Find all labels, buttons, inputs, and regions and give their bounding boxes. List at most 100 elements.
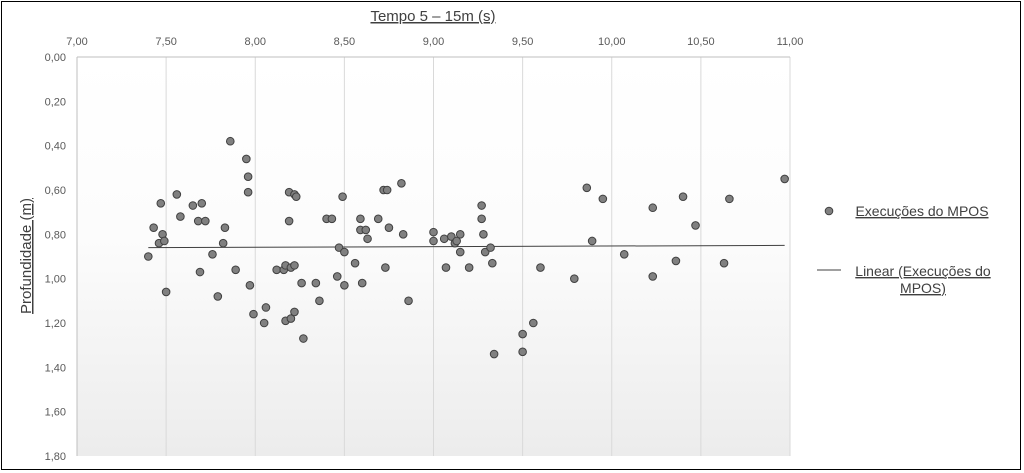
data-point bbox=[398, 230, 408, 239]
x-tick-labels: 7,00 7,50 8,00 8,50 9,00 9,50 10,00 10,50 11,00 bbox=[66, 36, 803, 48]
data-point bbox=[455, 247, 465, 257]
trendline bbox=[148, 244, 785, 249]
legend-label-linear: Linear (Execuções do MPOS) bbox=[855, 263, 991, 296]
data-point bbox=[284, 216, 294, 226]
data-point bbox=[678, 192, 688, 201]
data-point bbox=[340, 247, 349, 257]
data-point bbox=[291, 192, 301, 201]
data-point bbox=[488, 258, 497, 268]
data-point bbox=[361, 225, 371, 235]
data-point bbox=[218, 238, 228, 248]
data-point bbox=[225, 136, 235, 146]
data-point bbox=[220, 223, 230, 232]
data-point bbox=[479, 230, 488, 239]
data-point bbox=[144, 252, 153, 261]
y-tick-label: 0,00 bbox=[45, 52, 66, 64]
data-point bbox=[340, 281, 349, 290]
data-point bbox=[243, 187, 253, 197]
data-point bbox=[356, 214, 365, 224]
data-point bbox=[338, 192, 347, 201]
data-point bbox=[286, 314, 296, 323]
x-tick-label: 7,50 bbox=[155, 36, 176, 48]
data-point bbox=[719, 258, 729, 268]
data-point bbox=[272, 265, 281, 275]
data-point bbox=[208, 249, 217, 259]
data-point bbox=[518, 347, 527, 357]
data-point bbox=[536, 263, 545, 272]
data-point bbox=[195, 267, 205, 277]
data-point bbox=[315, 296, 324, 306]
data-point bbox=[327, 214, 337, 224]
data-point bbox=[231, 265, 240, 275]
data-point bbox=[529, 318, 538, 328]
legend-marker-scatter bbox=[824, 206, 834, 216]
data-point bbox=[172, 190, 182, 199]
y-tick-labels: 0,00 0,20 0,40 0,60 0,80 1,00 1,20 1,40 1,60 1,80 bbox=[45, 52, 66, 463]
data-point bbox=[160, 236, 169, 246]
data-point bbox=[570, 274, 579, 283]
data-point bbox=[452, 236, 461, 246]
data-point bbox=[648, 203, 658, 213]
x-tick-label: 8,00 bbox=[245, 36, 266, 48]
data-point bbox=[384, 223, 394, 232]
data-point bbox=[259, 318, 269, 328]
data-point bbox=[381, 263, 390, 272]
data-point bbox=[780, 174, 789, 184]
data-point bbox=[249, 309, 258, 319]
y-axis-title: Profundidade (m) bbox=[18, 198, 35, 314]
x-tick-label: 8,50 bbox=[334, 36, 355, 48]
data-point bbox=[290, 307, 299, 317]
legend: Execuções do MPOS Linear (Execuções do MP… bbox=[817, 203, 991, 296]
data-point bbox=[455, 230, 465, 239]
data-point bbox=[671, 256, 681, 266]
data-point bbox=[332, 272, 342, 281]
data-point bbox=[290, 261, 299, 270]
data-point bbox=[299, 334, 308, 343]
data-point bbox=[429, 227, 438, 237]
data-point bbox=[587, 236, 597, 246]
data-point bbox=[245, 281, 255, 290]
y-tick-label: 1,60 bbox=[45, 407, 66, 419]
data-point bbox=[188, 201, 198, 210]
x-axis-title: Tempo 5 – 15m (s) bbox=[370, 8, 495, 25]
y-tick-label: 1,00 bbox=[45, 274, 66, 286]
data-point bbox=[176, 212, 185, 221]
y-tick-label: 1,80 bbox=[45, 451, 66, 463]
data-point bbox=[619, 249, 629, 259]
data-point bbox=[161, 287, 171, 297]
data-point bbox=[439, 234, 449, 244]
data-point bbox=[350, 258, 360, 268]
x-tick-label: 7,00 bbox=[66, 36, 87, 48]
data-point bbox=[242, 154, 251, 164]
data-point bbox=[477, 201, 486, 210]
data-point bbox=[404, 296, 413, 306]
data-point bbox=[691, 221, 700, 230]
data-point bbox=[261, 303, 271, 312]
x-tick-label: 10,00 bbox=[598, 36, 626, 48]
y-tick-label: 0,60 bbox=[45, 185, 66, 197]
data-point bbox=[201, 216, 210, 226]
axes bbox=[76, 56, 790, 456]
x-tick-label: 11,00 bbox=[777, 36, 804, 48]
data-point bbox=[156, 199, 166, 208]
data-point bbox=[582, 183, 592, 193]
legend-label-scatter: Execuções do MPOS bbox=[855, 203, 988, 219]
data-point bbox=[149, 223, 158, 232]
data-point bbox=[518, 329, 527, 339]
data-point bbox=[489, 349, 499, 359]
data-point bbox=[213, 292, 223, 301]
data-point bbox=[648, 272, 658, 281]
y-tick-label: 1,40 bbox=[45, 362, 66, 374]
data-point bbox=[725, 194, 734, 204]
data-point bbox=[598, 194, 608, 204]
data-point bbox=[373, 214, 383, 224]
data-points bbox=[144, 136, 789, 359]
data-point bbox=[363, 234, 372, 244]
data-point bbox=[311, 278, 321, 288]
x-tick-label: 10,50 bbox=[687, 36, 715, 48]
grid-lines bbox=[165, 57, 791, 456]
data-point bbox=[297, 278, 306, 288]
data-point bbox=[486, 243, 495, 252]
x-tick-label: 9,00 bbox=[423, 36, 444, 48]
